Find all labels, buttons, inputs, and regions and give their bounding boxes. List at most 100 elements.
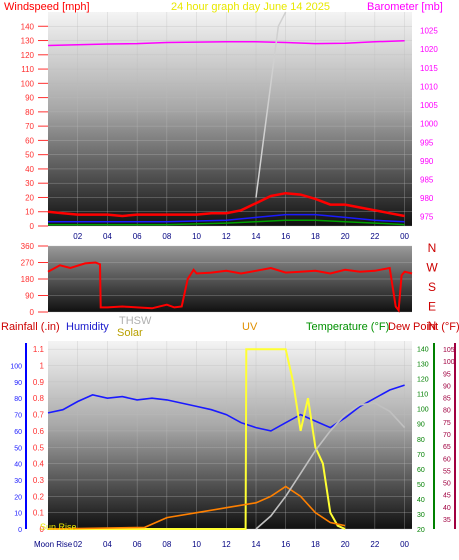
right-axis-ticks: 975 980 985 990 995 1000 1005 1010 1015 1020 1025 <box>420 27 438 222</box>
y-tick-label: 100 <box>10 364 22 371</box>
grid <box>48 341 412 530</box>
climate-panel: 0 0.1 0.2 0.3 0.4 0.5 0.6 0.7 0.8 0.9 1 1.1 0 10 20 30… <box>1 315 459 549</box>
y-tick-label: 20 <box>417 527 425 534</box>
y-tick-label: 40 <box>14 462 22 469</box>
uv-axis-label: UV <box>242 321 258 333</box>
x-tick-label: 06 <box>133 540 142 549</box>
y-tick-label: 30 <box>417 512 425 519</box>
compass-label: W <box>426 261 438 275</box>
y-tick-label: 985 <box>420 175 434 184</box>
y-tick-label: 0.2 <box>33 492 45 501</box>
x-tick-label: 08 <box>162 232 171 241</box>
x-tick-label: 14 <box>252 232 261 241</box>
x-tick-label: 10 <box>192 232 201 241</box>
y-tick-label: 0.4 <box>33 460 45 469</box>
plot-background <box>48 12 412 226</box>
y-tick-label: 1000 <box>420 120 438 129</box>
sunrise-annotation: Sun Rise <box>40 522 77 532</box>
x-tick-label: 20 <box>341 540 350 549</box>
series-line <box>47 485 346 530</box>
y-tick-label: 995 <box>420 138 434 147</box>
y-tick-label: 90 <box>25 292 34 301</box>
compass-label: S <box>428 280 436 294</box>
series-layer <box>47 11 405 226</box>
y-tick-label: 1.1 <box>33 345 45 354</box>
barometer-axis-label: Barometer [mb] <box>367 1 443 13</box>
y-tick-label: 70 <box>443 432 451 439</box>
y-tick-label: 65 <box>443 444 451 451</box>
series-line <box>48 219 405 226</box>
y-tick-label: 980 <box>420 194 434 203</box>
y-tick-label: 100 <box>21 79 35 88</box>
dewpoint-axis-label: Dew Point (°F) <box>388 321 459 333</box>
temperature-axis-ticks: 20 30 40 50 60 70 80 90 100 110 120 130 140 <box>417 347 429 534</box>
plot-background <box>48 341 412 529</box>
y-tick-label: 10 <box>25 208 34 217</box>
dewpoint-axis-ticks: 35 40 45 50 55 60 65 70 75 80 85 90 95 100 105 <box>443 347 455 524</box>
series-line <box>255 402 406 530</box>
compass-label: N <box>428 241 437 255</box>
series-line <box>255 11 287 198</box>
y-tick-label: 70 <box>25 122 34 131</box>
y-tick-label: 50 <box>417 482 425 489</box>
x-tick-label: 18 <box>311 232 320 241</box>
grid <box>48 245 412 313</box>
left-axis-ticks: 0 10 20 30 40 50 60 70 80 90 100 110 120 130 140 <box>21 22 48 231</box>
y-tick-label: 55 <box>443 468 451 475</box>
y-tick-label: 95 <box>443 371 451 378</box>
y-tick-label: 0.8 <box>33 394 45 403</box>
x-tick-label: 02 <box>73 232 82 241</box>
series-line <box>48 213 405 223</box>
rainfall-axis-ticks: 0 0.1 0.2 0.3 0.4 0.5 0.6 0.7 0.8 0.9 1 1.1 <box>33 345 45 534</box>
y-tick-label: 120 <box>21 51 35 60</box>
y-tick-label: 20 <box>25 193 34 202</box>
x-tick-label: 10 <box>192 540 201 549</box>
y-tick-label: 80 <box>443 408 451 415</box>
x-tick-label: 00 <box>400 540 409 549</box>
y-tick-label: 0 <box>18 527 22 534</box>
y-tick-label: 360 <box>21 242 35 251</box>
y-tick-label: 85 <box>443 396 451 403</box>
compass-label: N <box>428 319 437 333</box>
y-tick-label: 60 <box>417 467 425 474</box>
y-tick-label: 1005 <box>420 101 438 110</box>
y-tick-label: 90 <box>25 94 34 103</box>
y-tick-label: 50 <box>25 151 34 160</box>
direction-axis-ticks: 0 90 180 270 360 <box>21 242 48 317</box>
x-tick-label: 06 <box>133 232 142 241</box>
y-tick-label: 990 <box>420 157 434 166</box>
y-tick-label: 60 <box>14 429 22 436</box>
y-tick-label: 120 <box>417 377 429 384</box>
y-tick-label: 1 <box>40 362 45 371</box>
y-tick-label: 60 <box>443 456 451 463</box>
solar-axis-label: Solar <box>117 327 143 339</box>
y-tick-label: 110 <box>417 392 428 399</box>
y-tick-label: 0.5 <box>33 443 45 452</box>
y-tick-label: 20 <box>14 494 22 501</box>
x-tick-label: 16 <box>281 232 290 241</box>
y-tick-label: 80 <box>417 437 425 444</box>
y-tick-label: 45 <box>443 493 451 500</box>
series-layer <box>47 261 413 313</box>
y-tick-label: 30 <box>25 179 34 188</box>
compass-label: E <box>428 300 436 314</box>
moonrise-annotation: Moon Rise <box>34 540 73 549</box>
y-tick-label: 60 <box>25 136 34 145</box>
y-tick-label: 105 <box>443 347 455 354</box>
x-tick-label: 16 <box>281 540 290 549</box>
y-tick-label: 130 <box>417 362 429 369</box>
rainfall-axis-label: Rainfall (.in) <box>1 321 60 333</box>
y-tick-label: 0 <box>40 525 45 534</box>
y-tick-label: 90 <box>443 383 451 390</box>
chart-title: 24 hour graph day June 14 2025 <box>171 1 330 13</box>
y-tick-label: 1020 <box>420 45 438 54</box>
y-tick-label: 140 <box>21 22 35 31</box>
y-tick-label: 80 <box>14 396 22 403</box>
humidity-axis-ticks: 0 10 20 30 40 50 60 70 80 90 100 <box>10 364 22 534</box>
series-line <box>48 348 346 530</box>
x-tick-label: 20 <box>341 232 350 241</box>
y-tick-label: 100 <box>443 359 455 366</box>
